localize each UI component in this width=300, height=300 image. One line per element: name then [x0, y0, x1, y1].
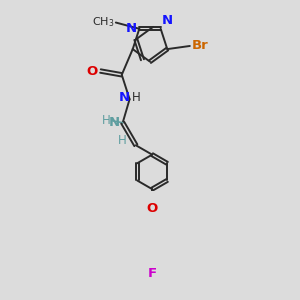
Text: H: H — [132, 91, 141, 104]
Text: CH$_3$: CH$_3$ — [92, 16, 114, 29]
Text: N: N — [109, 116, 120, 129]
Text: N: N — [118, 91, 130, 104]
Text: Br: Br — [191, 40, 208, 52]
Text: H: H — [118, 134, 127, 147]
Text: F: F — [148, 267, 157, 280]
Text: O: O — [146, 202, 158, 214]
Text: H: H — [102, 114, 111, 127]
Text: N: N — [162, 14, 173, 27]
Text: O: O — [87, 64, 98, 77]
Text: N: N — [126, 22, 137, 35]
